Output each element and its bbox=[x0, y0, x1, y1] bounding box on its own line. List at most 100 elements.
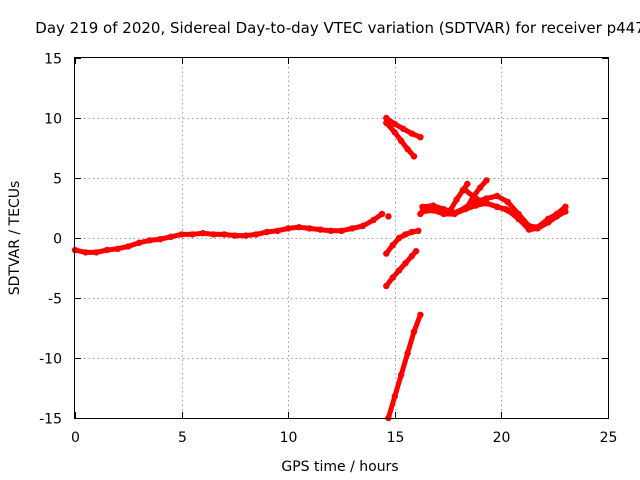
x-tick-label: 25 bbox=[600, 430, 618, 446]
plot-frame bbox=[74, 57, 609, 419]
data-point bbox=[349, 225, 356, 232]
data-point bbox=[398, 137, 405, 144]
chart-title: Day 219 of 2020, Sidereal Day-to-day VTE… bbox=[35, 19, 640, 37]
data-point bbox=[440, 206, 447, 213]
data-point bbox=[327, 227, 334, 234]
data-point bbox=[451, 210, 458, 218]
data-point bbox=[410, 328, 418, 335]
y-tick-label: -15 bbox=[39, 412, 62, 428]
data-point bbox=[417, 134, 424, 141]
series-arc-e bbox=[385, 311, 424, 422]
tick-layer: 0 5 10 15 20 25 -15 -10 -5 0 5 10 15 bbox=[39, 52, 617, 447]
data-point bbox=[189, 231, 196, 238]
x-tick-label: 0 bbox=[71, 430, 80, 446]
series-arc-d bbox=[383, 248, 420, 290]
data-point bbox=[317, 226, 324, 233]
data-point bbox=[114, 245, 121, 252]
data-point bbox=[483, 177, 490, 184]
data-point bbox=[504, 198, 511, 206]
data-point bbox=[338, 227, 345, 234]
data-point bbox=[534, 225, 541, 232]
data-point bbox=[412, 248, 420, 255]
data-point bbox=[231, 232, 239, 239]
data-point bbox=[553, 213, 560, 220]
data-point bbox=[447, 207, 454, 214]
data-point bbox=[378, 210, 386, 218]
series-arc-b bbox=[383, 119, 418, 160]
data-point bbox=[472, 195, 479, 202]
data-point bbox=[402, 260, 409, 267]
data-point bbox=[515, 215, 522, 222]
data-point bbox=[464, 180, 471, 188]
data-point bbox=[453, 196, 460, 203]
data-point bbox=[135, 239, 143, 246]
series-line bbox=[72, 211, 385, 255]
data-point bbox=[419, 208, 426, 215]
data-point bbox=[408, 252, 416, 260]
data-point bbox=[306, 225, 313, 232]
series-line bbox=[464, 177, 489, 210]
data-point bbox=[415, 227, 422, 234]
y-tick-label: 15 bbox=[44, 52, 62, 68]
x-axis-label: GPS time / hours bbox=[281, 459, 398, 475]
x-tick-label: 10 bbox=[280, 430, 298, 446]
data-point bbox=[476, 184, 484, 191]
series-descent bbox=[462, 186, 509, 213]
data-point bbox=[210, 231, 217, 238]
data-point bbox=[274, 227, 281, 234]
data-point bbox=[146, 237, 153, 244]
y-tick-label: 5 bbox=[53, 172, 62, 188]
data-point bbox=[430, 202, 437, 209]
data-point bbox=[440, 210, 447, 218]
y-tick-label: -10 bbox=[39, 352, 62, 368]
data-point bbox=[545, 219, 552, 226]
data-point bbox=[493, 203, 501, 210]
data-point bbox=[242, 232, 249, 239]
data-point bbox=[398, 371, 405, 378]
data-point bbox=[125, 243, 132, 250]
series-arc-c bbox=[383, 227, 422, 257]
data-point bbox=[472, 202, 479, 209]
data-point bbox=[408, 130, 416, 137]
data-point bbox=[199, 230, 207, 237]
data-point bbox=[395, 234, 403, 242]
series-dot-a bbox=[385, 213, 392, 220]
data-point bbox=[483, 200, 490, 207]
data-point bbox=[562, 203, 569, 210]
data-point bbox=[391, 393, 398, 400]
data-point bbox=[391, 120, 398, 128]
data-point bbox=[419, 203, 426, 210]
data-point bbox=[402, 231, 409, 238]
data-point bbox=[525, 226, 533, 233]
data-point bbox=[502, 206, 509, 213]
y-tick-label: 10 bbox=[44, 112, 62, 128]
data-point bbox=[82, 249, 89, 256]
series-layer bbox=[71, 114, 569, 422]
data-point bbox=[385, 213, 392, 220]
data-point bbox=[285, 225, 292, 232]
data-point bbox=[103, 246, 111, 254]
y-axis-label: SDTVAR / TECUs bbox=[7, 181, 23, 296]
data-point bbox=[253, 231, 260, 238]
x-tick-label: 20 bbox=[493, 430, 511, 446]
data-point bbox=[93, 249, 100, 256]
data-point bbox=[391, 129, 398, 136]
data-point bbox=[464, 203, 471, 210]
x-tick-label: 15 bbox=[387, 430, 405, 446]
data-point bbox=[462, 186, 469, 194]
x-tick-label: 5 bbox=[178, 430, 187, 446]
data-point bbox=[383, 282, 390, 290]
data-point bbox=[383, 250, 390, 257]
data-point bbox=[221, 231, 228, 238]
data-point bbox=[410, 153, 418, 160]
data-point bbox=[383, 119, 390, 127]
data-point bbox=[178, 231, 185, 238]
data-point bbox=[395, 267, 403, 274]
data-point bbox=[562, 208, 569, 215]
y-tick-label: -5 bbox=[48, 292, 62, 308]
series-arc-a bbox=[383, 114, 424, 141]
data-point bbox=[417, 311, 424, 318]
y-tick-label: 0 bbox=[53, 232, 62, 248]
